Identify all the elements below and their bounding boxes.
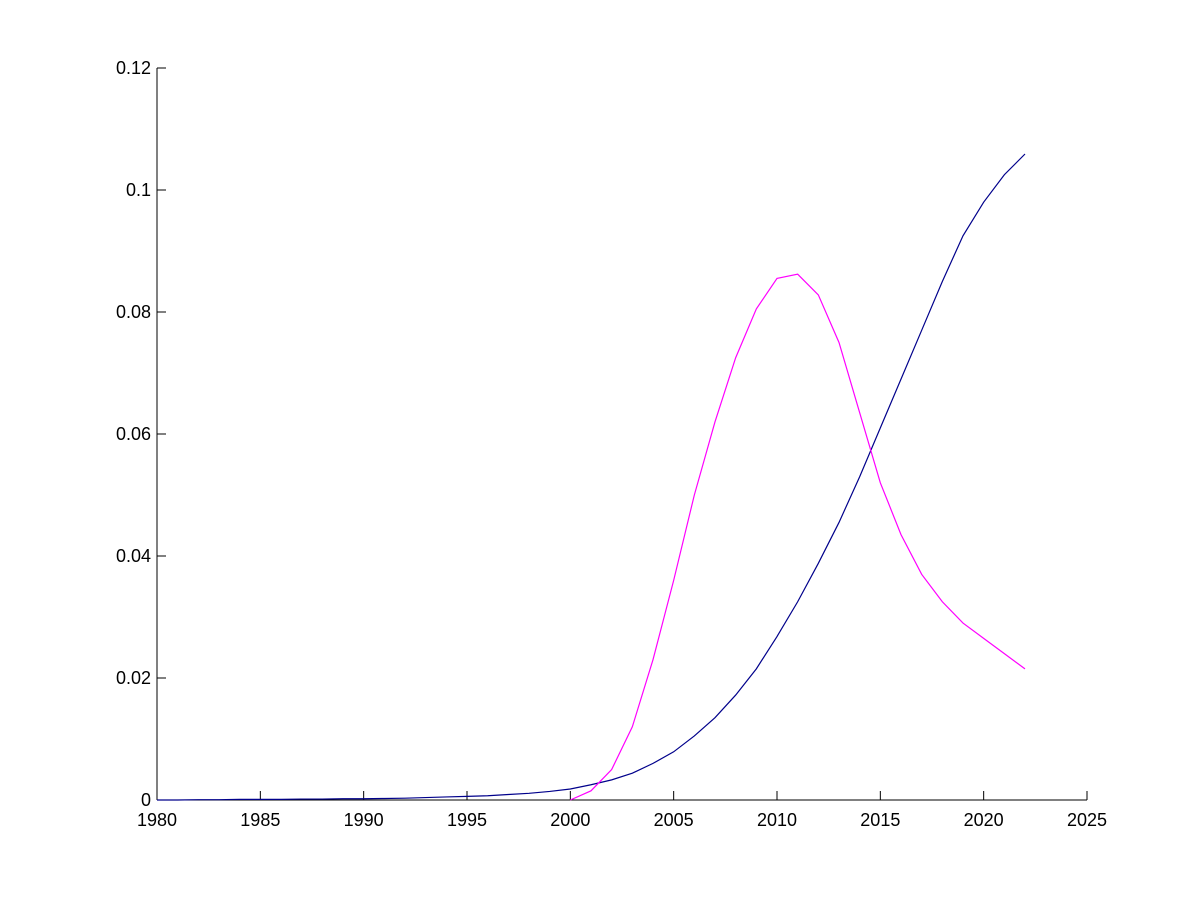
x-tick-label: 1980 (137, 810, 177, 830)
x-tick-label: 2015 (860, 810, 900, 830)
line-series (570, 273, 1026, 801)
x-tick-label: 2005 (654, 810, 694, 830)
y-tick-label: 0.12 (116, 58, 151, 78)
x-tick-label: 2020 (964, 810, 1004, 830)
line-series (157, 153, 1026, 801)
x-tick-label: 2010 (757, 810, 797, 830)
y-tick-label: 0.04 (116, 546, 151, 566)
x-tick-label: 1985 (240, 810, 280, 830)
y-tick-label: 0.06 (116, 424, 151, 444)
x-tick-label: 2025 (1067, 810, 1107, 830)
y-tick-label: 0.1 (126, 180, 151, 200)
y-tick-label: 0.08 (116, 302, 151, 322)
x-tick-label: 1990 (344, 810, 384, 830)
y-tick-label: 0.02 (116, 668, 151, 688)
x-tick-label: 2000 (550, 810, 590, 830)
x-tick-label: 1995 (447, 810, 487, 830)
y-tick-label: 0 (141, 790, 151, 810)
